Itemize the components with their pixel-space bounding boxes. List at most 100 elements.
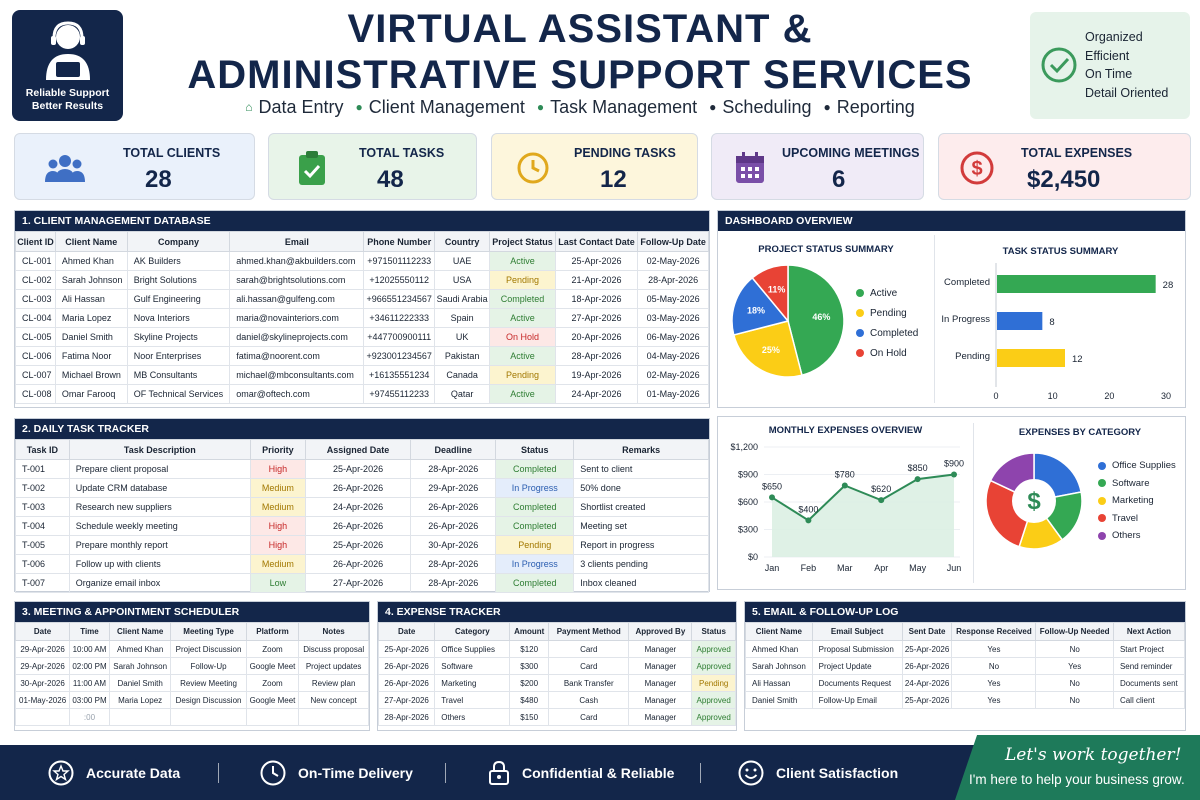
table-cell: 11:00 AM <box>69 674 110 692</box>
table-cell: 25-Apr-2026 <box>377 640 436 658</box>
table-row[interactable]: 27-Apr-2026 Travel $480 Cash Manager Approved <box>377 691 736 709</box>
table-cell: No <box>1035 674 1114 692</box>
table-row[interactable]: 29-Apr-2026 02:00 PM Sarah Johnson Follow-U… <box>14 657 369 675</box>
table-row[interactable]: 28-Apr-2026 Others $150 Card Manager Approved <box>377 708 736 726</box>
table-row[interactable]: Sarah Johnson Project Update 26-Apr-2026 No… <box>745 657 1186 675</box>
table-row[interactable]: T-004 Schedule weekly meeting High 26-Apr-2… <box>15 516 709 536</box>
table-cell: 26-Apr-2026 <box>901 657 953 675</box>
table-row[interactable]: 30-Apr-2026 11:00 AM Daniel Smith Review Me… <box>14 674 369 692</box>
table-cell: Medium <box>249 554 306 574</box>
table-row[interactable]: 26-Apr-2026 Software $300 Card Manager Approv… <box>377 657 736 675</box>
table-row[interactable]: CL-008 Omar Farooq OF Technical Services om… <box>15 384 709 404</box>
table-cell: :00 <box>69 708 110 726</box>
column-header: Status <box>691 622 736 641</box>
table-cell: Active <box>489 384 556 404</box>
table-cell: 26-Apr-2026 <box>410 497 497 517</box>
chart-title: TASK STATUS SUMMARY <box>1002 246 1119 257</box>
column-header: Company <box>126 231 231 252</box>
expense-point <box>769 494 775 501</box>
legend-swatch <box>1098 514 1106 523</box>
table-cell: Daniel Smith <box>745 691 813 709</box>
logo-line-2: Better Results <box>31 100 104 112</box>
table-cell: Inbox cleaned <box>573 573 709 593</box>
table-cell: 26-Apr-2026 <box>304 516 412 536</box>
table-cell: 21-Apr-2026 <box>554 270 639 290</box>
column-header: Priority <box>249 439 306 460</box>
column-header: Time <box>69 622 110 641</box>
monthly-expenses-line-chart: $0 $300 $600 $900 $1,200 $650 Jan $400 Feb $780 Ma… <box>730 442 964 573</box>
footer-item-accurate-data: Accurate Data <box>48 745 180 800</box>
table-cell: 02-May-2026 <box>637 251 709 271</box>
table-row[interactable]: T-003 Research new suppliers Medium 24-Apr-… <box>15 497 709 517</box>
table-row[interactable]: 01-May-2026 03:00 PM Maria Lopez Design Dis… <box>14 691 369 709</box>
table-cell: ali.hassan@gulfeng.com <box>229 289 365 309</box>
x-tick-label: Feb <box>801 563 817 573</box>
table-cell: maria@novainteriors.com <box>229 308 365 328</box>
table-cell: Sarah Johnson <box>54 270 128 290</box>
point-label: $780 <box>835 470 855 480</box>
table-row[interactable]: T-005 Prepare monthly report High 25-Apr-20… <box>15 535 709 555</box>
expenses-category-legend: Office Supplies Software Marketing Travel Ot… <box>1098 457 1176 545</box>
legend-swatch <box>1098 461 1106 470</box>
table-cell: Approved <box>691 640 736 658</box>
email-table: Client Name Email Subject Sent Date Respons… <box>745 622 1186 709</box>
service-data-entry: ⌂ Data Entry <box>245 96 344 117</box>
table-cell: 01-May-2026 <box>637 384 709 404</box>
project-status-slice <box>731 276 790 336</box>
users-icon <box>45 155 85 182</box>
table-row[interactable]: CL-006 Fatima Noor Noor Enterprises fatima@… <box>15 346 709 366</box>
table-row[interactable]: CL-004 Maria Lopez Nova Interiors maria@nov… <box>15 308 709 328</box>
table-cell: $200 <box>509 674 549 692</box>
table-row[interactable]: CL-005 Daniel Smith Skyline Projects daniel… <box>15 327 709 347</box>
table-row: :00 <box>14 708 369 726</box>
table-cell: T-005 <box>15 535 70 555</box>
project-status-pie: 46% 25% 18% 11% <box>731 264 845 378</box>
table-cell: Project Update <box>811 657 903 675</box>
table-cell: Omar Farooq <box>54 384 128 404</box>
table-cell: Noor Enterprises <box>126 346 231 366</box>
table-row[interactable]: 26-Apr-2026 Marketing $200 Bank Transfer Man… <box>377 674 736 692</box>
table-cell: Skyline Projects <box>126 327 231 347</box>
table-cell: 28-Apr-2026 <box>410 573 497 593</box>
table-cell: +966551234567 <box>363 289 435 309</box>
column-header: Email <box>229 231 365 252</box>
legend-swatch <box>856 329 864 337</box>
table-cell: Card <box>547 657 630 675</box>
table-row[interactable]: 25-Apr-2026 Office Supplies $120 Card Manage… <box>377 640 736 658</box>
kpi-label: TOTAL CLIENTS <box>123 146 221 160</box>
legend-item: Pending <box>856 303 918 323</box>
table-row[interactable]: Ahmed Khan Proposal Submission 25-Apr-2026… <box>745 640 1186 658</box>
table-cell: +34611222333 <box>363 308 435 328</box>
table-row[interactable]: 29-Apr-2026 10:00 AM Ahmed Khan Project Dis… <box>14 640 369 658</box>
expense-point <box>914 476 921 483</box>
slice-label: 46% <box>812 312 830 322</box>
table-row[interactable]: CL-002 Sarah Johnson Bright Solutions sarah… <box>15 270 709 290</box>
table-cell: +12025550112 <box>363 270 435 290</box>
table-row[interactable]: T-002 Update CRM database Medium 26-Apr-202… <box>15 478 709 498</box>
table-cell: Manager <box>628 674 693 692</box>
point-label: $620 <box>871 484 891 494</box>
table-cell: daniel@skylineprojects.com <box>229 327 365 347</box>
table-row[interactable]: CL-003 Ali Hassan Gulf Engineering ali.hass… <box>15 289 709 309</box>
bar-category-label: Completed <box>944 277 990 288</box>
column-header: Category <box>434 622 511 641</box>
table-row[interactable]: CL-001 Ahmed Khan AK Builders ahmed.khan@ak… <box>15 251 709 271</box>
table-row[interactable]: CL-007 Michael Brown MB Consultants michael… <box>15 365 709 385</box>
table-row[interactable]: T-007 Organize email inbox Low 27-Apr-2026 2… <box>15 573 709 593</box>
title-line-1: VIRTUAL ASSISTANT & <box>347 7 813 51</box>
expenses-category-donut: $ <box>985 452 1083 550</box>
table-cell: Research new suppliers <box>68 497 251 517</box>
column-header: Last Contact Date <box>554 231 639 252</box>
table-row[interactable]: Ali Hassan Documents Request 24-Apr-2026 Ye… <box>745 674 1186 692</box>
table-cell: High <box>249 535 306 555</box>
table-row[interactable]: T-006 Follow up with clients Medium 26-Apr-… <box>15 554 709 574</box>
table-cell: Follow-Up <box>170 657 247 675</box>
client-table: Client ID Client Name Company Email Phone Nu… <box>15 231 709 404</box>
kpi-total-expenses: $ TOTAL EXPENSES $2,450 <box>938 133 1191 200</box>
table-cell: Yes <box>951 691 1037 709</box>
table-row[interactable]: Daniel Smith Follow-Up Email 25-Apr-2026 Ye… <box>745 691 1186 709</box>
table-cell: 27-Apr-2026 <box>554 308 639 328</box>
table-cell: 29-Apr-2026 <box>410 478 497 498</box>
table-row[interactable]: T-001 Prepare client proposal High 25-Apr-2… <box>15 459 709 479</box>
table-cell: Meeting set <box>573 516 709 536</box>
